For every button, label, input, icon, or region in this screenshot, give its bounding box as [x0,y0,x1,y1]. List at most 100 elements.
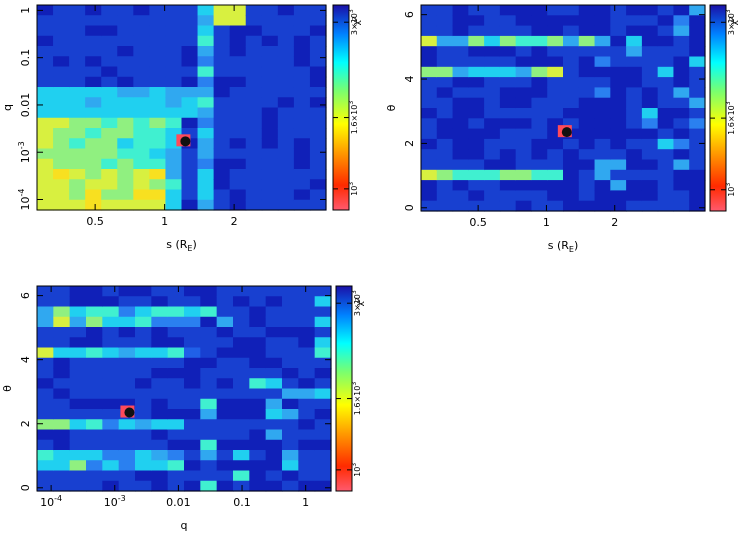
heatmap-cell [298,388,316,400]
heatmap-cell [102,337,120,349]
heatmap-cell [149,128,167,139]
heatmap-cell [531,138,548,150]
heatmap-cell [293,87,311,98]
text-part: 10 [40,496,54,509]
text-part: 0 [19,484,32,491]
heatmap-cell [610,66,627,78]
y-tick-label: 2 [403,140,416,147]
heatmap-cell [200,450,218,461]
heatmap-cell [118,450,136,461]
heatmap-cell [563,108,580,119]
heatmap-cell [293,35,311,47]
heatmap-cell [499,108,517,119]
heatmap-cell [298,316,316,328]
heatmap-cell [135,439,152,451]
heatmap-cell [421,128,438,140]
heatmap-cell [499,25,517,37]
heatmap-cell [563,56,580,68]
heatmap-cell [229,25,247,37]
heatmap-cell [249,398,267,410]
heatmap-cell [309,179,327,191]
heatmap-cell [216,480,234,492]
heatmap-cell [641,169,659,181]
heatmap-cell [293,158,311,170]
heatmap-cell [265,347,283,359]
heatmap-cell [610,138,627,150]
heatmap-cell [594,190,611,202]
heatmap-cell [135,419,152,431]
heatmap-cell [102,470,120,482]
heatmap-cell [197,66,215,78]
heatmap-cell [118,439,136,451]
heatmap-cell [626,200,643,212]
heatmap-cell [37,97,54,109]
heatmap-cell [102,347,120,359]
heatmap-cell [641,97,659,109]
heatmap-cell [261,138,279,150]
heatmap-cell [657,190,675,202]
heatmap-cell [69,460,87,472]
text-part: 2 [231,215,238,228]
heatmap-cell [181,169,199,180]
heatmap-cell [314,296,332,308]
heatmap-cell [117,107,134,119]
heatmap-cell [86,378,103,390]
heatmap-cell [165,189,183,201]
heatmap-cell [233,368,250,379]
heatmap-cell [421,66,438,78]
heatmap-cell [309,189,327,201]
heatmap-cell [133,169,150,180]
heatmap-cell [135,316,152,328]
heatmap-cell [102,398,120,410]
heatmap-cell [85,76,102,88]
heatmap-cell [610,35,627,47]
heatmap-cell [563,15,580,27]
heatmap-cell [53,306,71,318]
heatmap-cell [689,77,706,88]
x-tick-label: 10-3 [104,494,126,509]
heatmap-cell [133,107,150,119]
heatmap-cell [515,25,533,37]
heatmap-cell [515,138,533,150]
heatmap-cell [282,347,299,359]
tick-exponent: 3 [725,101,732,105]
heatmap-cell [117,66,134,78]
heatmap-cell [151,450,169,461]
heatmap-cell [452,169,469,181]
heatmap-cell [165,117,183,129]
heatmap-cell [641,159,659,171]
heatmap-cell [641,5,659,16]
colorbar-tick-label: 1.6×103 [725,101,736,135]
heatmap-cell [233,460,250,472]
heatmap-cell [216,337,234,349]
heatmap-cell [216,419,234,431]
heatmap-cell [216,450,234,461]
x-tick-label: 0.5 [86,215,104,228]
heatmap-cell [101,179,118,191]
heatmap-cell [245,35,263,47]
heatmap-cell [213,169,231,180]
heatmap-cell [165,46,183,57]
heatmap-cell [673,180,690,191]
heatmap-cell [282,296,299,308]
heatmap-cell [610,118,627,130]
heatmap-cell [118,470,136,482]
heatmap-cell [85,56,102,68]
heatmap-cell [314,480,332,492]
heatmap-cell [689,169,706,181]
heatmap-cell [641,128,659,140]
heatmap-cell [85,35,102,47]
heatmap-cell [689,97,706,109]
heatmap-cell [118,429,136,441]
heatmap-cell [594,66,611,78]
heatmap-cell [293,148,311,160]
heatmap-cell [641,190,659,202]
heatmap-cell [578,180,596,191]
text-part: 0.01 [19,93,32,118]
heatmap-cell [578,15,596,27]
heatmap-cell [181,87,199,98]
heatmap-cell [118,460,136,472]
heatmap-cell [37,327,54,338]
heatmap-cell [229,138,247,150]
